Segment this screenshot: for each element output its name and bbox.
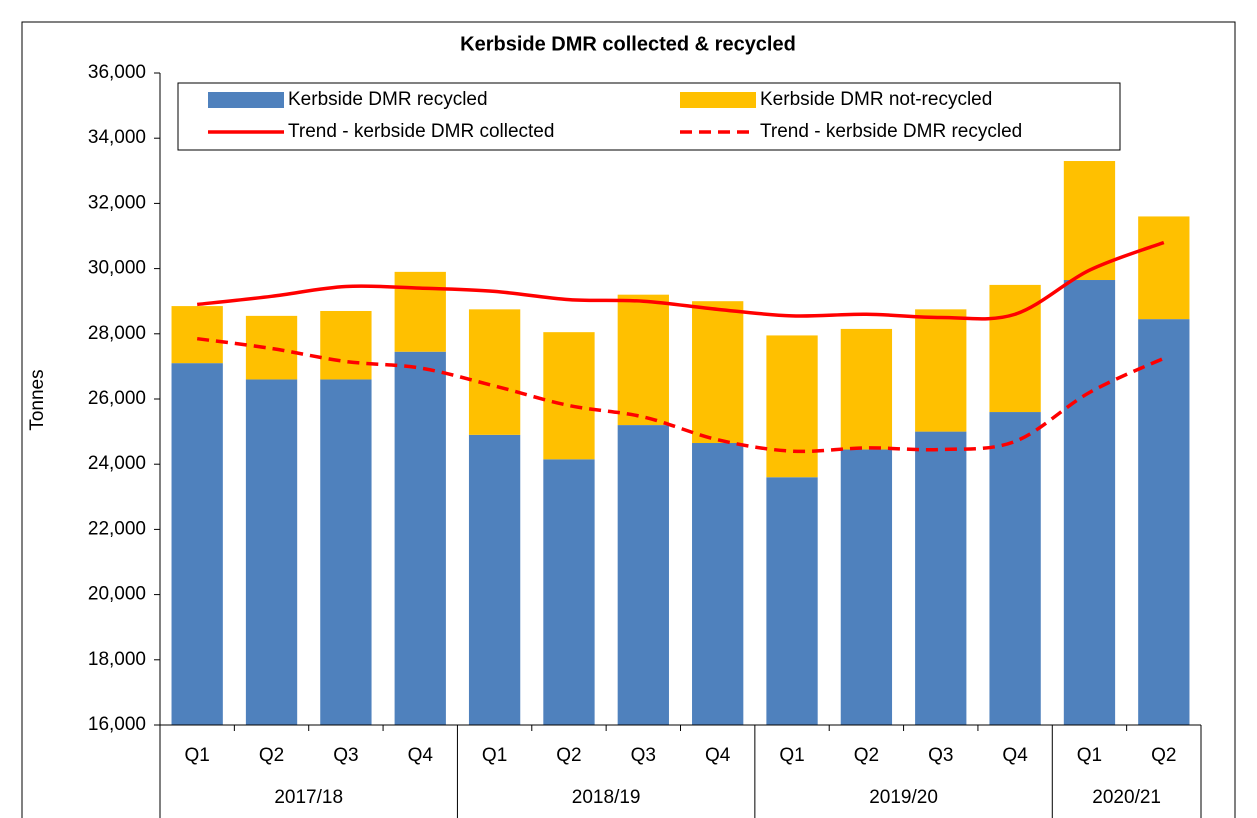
y-axis-label: Tonnes: [27, 369, 48, 430]
bar: [766, 335, 818, 478]
x-tick-label: Q1: [1077, 745, 1102, 766]
y-tick-label: 18,000: [88, 649, 146, 670]
x-tick-label: Q1: [482, 745, 507, 766]
x-tick-label: Q4: [705, 745, 731, 766]
x-tick-label: Q4: [408, 745, 434, 766]
bar: [1138, 319, 1190, 725]
x-tick-label: Q2: [556, 745, 581, 766]
group-label: 2020/21: [1092, 787, 1161, 808]
x-tick-label: Q2: [259, 745, 284, 766]
y-tick-label: 16,000: [88, 714, 146, 735]
bar: [543, 459, 595, 725]
bar: [468, 309, 521, 435]
bar: [1063, 161, 1116, 281]
y-tick-label: 32,000: [88, 192, 146, 213]
x-tick-label: Q4: [1002, 745, 1028, 766]
bar: [171, 306, 223, 364]
chart-title: Kerbside DMR collected & recycled: [460, 33, 796, 55]
legend-label: Trend - kerbside DMR recycled: [760, 121, 1022, 142]
bar: [245, 379, 298, 725]
bar: [692, 301, 744, 444]
legend-label: Kerbside DMR recycled: [288, 89, 488, 110]
trend-line: [196, 240, 1165, 321]
bar: [617, 425, 669, 725]
trend-line: [196, 336, 1165, 454]
legend-swatch: [680, 92, 756, 108]
bar: [543, 332, 595, 460]
x-tick-label: Q3: [333, 745, 358, 766]
x-tick-label: Q2: [1151, 745, 1176, 766]
x-tick-label: Q3: [631, 745, 656, 766]
x-tick-label: Q2: [854, 745, 879, 766]
bar: [394, 351, 446, 725]
group-label: 2017/18: [274, 787, 343, 808]
bar: [915, 431, 967, 725]
group-label: 2019/20: [869, 787, 938, 808]
bar: [320, 379, 372, 725]
legend-swatch: [208, 92, 284, 108]
legend-box: [177, 82, 1121, 151]
legend-label: Kerbside DMR not-recycled: [760, 89, 992, 110]
bar: [617, 294, 669, 426]
bar: [1063, 280, 1116, 725]
group-label: 2018/19: [572, 787, 641, 808]
bar: [989, 412, 1041, 725]
y-tick-label: 34,000: [88, 127, 146, 148]
y-tick-label: 36,000: [88, 62, 146, 83]
bar: [394, 271, 446, 352]
bar: [840, 328, 893, 450]
bar: [692, 443, 744, 725]
x-tick-label: Q3: [928, 745, 953, 766]
bar: [840, 449, 893, 725]
bar: [320, 310, 372, 380]
x-tick-label: Q1: [184, 745, 209, 766]
y-tick-label: 28,000: [88, 323, 146, 344]
y-tick-label: 20,000: [88, 584, 146, 605]
y-tick-label: 30,000: [88, 258, 146, 279]
legend-label: Trend - kerbside DMR collected: [288, 121, 554, 142]
bar: [989, 284, 1041, 413]
bar: [171, 363, 223, 725]
x-tick-label: Q1: [779, 745, 804, 766]
bar: [915, 309, 967, 432]
y-tick-label: 24,000: [88, 453, 146, 474]
bar: [766, 477, 818, 725]
bar: [468, 434, 521, 725]
y-tick-label: 22,000: [88, 518, 146, 539]
y-tick-label: 26,000: [88, 388, 146, 409]
bar: [1138, 216, 1190, 320]
